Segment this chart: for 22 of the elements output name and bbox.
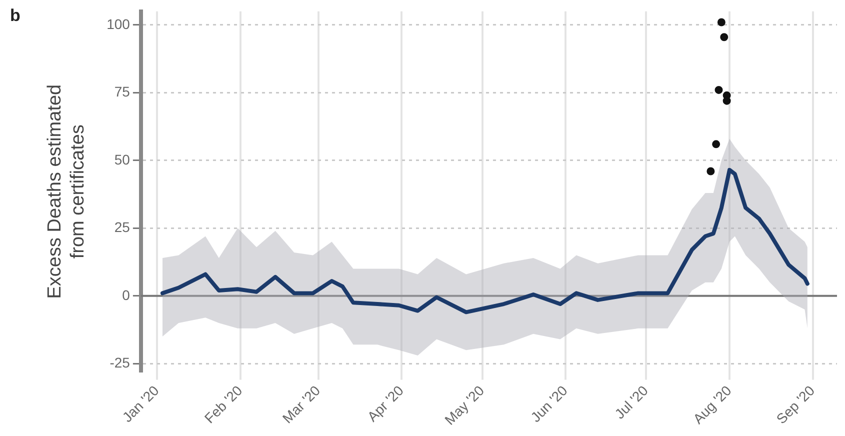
x-tick-label: Feb '20 [201,382,246,426]
x-tick-label: Jul '20 [611,382,652,422]
y-tick-label: 75 [114,84,130,100]
x-tick-label: Apr '20 [364,382,407,425]
point [706,167,715,176]
point [714,86,723,94]
y-tick-label: 25 [114,219,130,236]
point [717,18,726,26]
x-tick-label: Jun '20 [527,382,571,426]
x-tick-label: Mar '20 [279,382,324,426]
y-tick-label: 100 [106,16,130,32]
y-axis-title: Excess Deaths estimated from certificates [44,84,88,299]
point [712,140,720,148]
text: b [10,6,20,26]
x-tick-label: Jan '20 [119,382,162,426]
point [720,33,728,42]
x-tick-label: Aug '20 [690,382,735,427]
y-tick-label: -25 [110,354,130,370]
x-tick-label: Sep '20 [773,382,818,427]
x-tick-label: May '20 [441,382,488,428]
y-tick-label: 0 [122,286,130,303]
y-tick-label: 50 [114,151,130,168]
